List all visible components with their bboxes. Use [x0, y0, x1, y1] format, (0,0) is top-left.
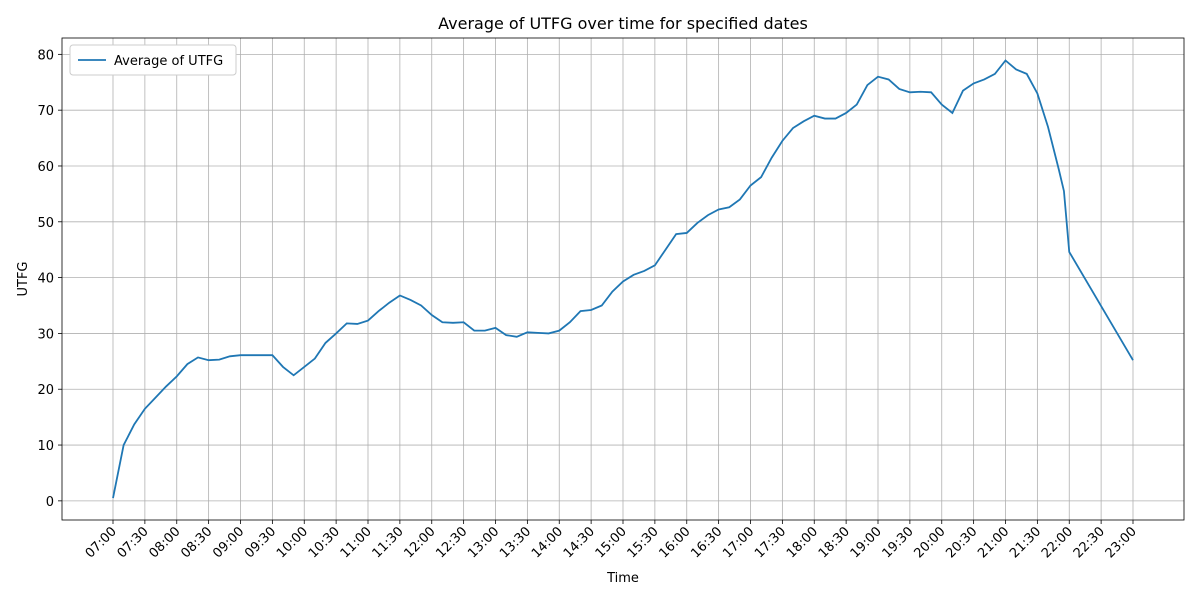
x-tick-label: 17:30 — [752, 524, 789, 561]
x-tick-label: 08:30 — [178, 524, 215, 561]
y-tick-label: 30 — [37, 327, 54, 342]
x-tick-label: 22:00 — [1039, 524, 1076, 561]
x-tick-label: 18:00 — [784, 524, 821, 561]
legend-box — [69, 44, 237, 76]
x-tick-label: 14:30 — [561, 524, 598, 561]
x-tick-label: 15:30 — [625, 524, 662, 561]
x-tick-label: 08:00 — [146, 524, 183, 561]
x-tick-label: 16:00 — [656, 524, 693, 561]
x-tick-label: 11:30 — [370, 524, 407, 561]
x-tick-label: 17:00 — [720, 524, 757, 561]
x-tick-label: 21:00 — [975, 524, 1012, 561]
chart-title: Average of UTFG over time for specified … — [438, 14, 808, 33]
x-tick-label: 18:30 — [816, 524, 853, 561]
x-tick-label: 12:30 — [433, 524, 470, 561]
x-tick-label: 23:00 — [1103, 524, 1140, 561]
x-tick-label: 09:30 — [242, 524, 279, 561]
data-line — [112, 59, 1134, 499]
x-tick-label: 20:00 — [911, 524, 948, 561]
y-tick-label: 70 — [37, 104, 54, 119]
y-tick-label: 40 — [37, 272, 54, 287]
y-tick-label: 50 — [37, 216, 54, 231]
x-tick-label: 10:30 — [306, 524, 343, 561]
x-tick-label: 22:30 — [1071, 524, 1108, 561]
x-tick-label: 11:00 — [338, 524, 375, 561]
legend: Average of UTFG — [69, 44, 237, 76]
x-tick-label: 07:30 — [115, 524, 152, 561]
y-tick-label: 0 — [46, 495, 54, 510]
x-tick-label: 16:30 — [688, 524, 725, 561]
x-tick-label: 10:00 — [274, 524, 311, 561]
x-tick-label: 13:00 — [465, 524, 502, 561]
plot-frame — [61, 37, 1185, 521]
legend-label: Average of UTFG — [114, 54, 223, 69]
x-tick-label: 20:30 — [943, 524, 980, 561]
x-tick-label: 09:00 — [210, 524, 247, 561]
x-axis-label: Time — [606, 571, 639, 586]
y-tick-label: 80 — [37, 48, 54, 63]
x-tick-label: 12:00 — [401, 524, 438, 561]
x-tick-label: 15:00 — [593, 524, 630, 561]
x-tick-label: 19:30 — [880, 524, 917, 561]
x-tick-label: 13:30 — [497, 524, 534, 561]
y-tick-label: 60 — [37, 160, 54, 175]
x-tick-label: 19:00 — [848, 524, 885, 561]
x-tick-label: 07:00 — [83, 524, 120, 561]
y-axis-label: UTFG — [16, 261, 31, 296]
y-tick-label: 10 — [37, 439, 54, 454]
x-tick-label: 14:00 — [529, 524, 566, 561]
y-tick-label: 20 — [37, 383, 54, 398]
x-tick-label: 21:30 — [1007, 524, 1044, 561]
